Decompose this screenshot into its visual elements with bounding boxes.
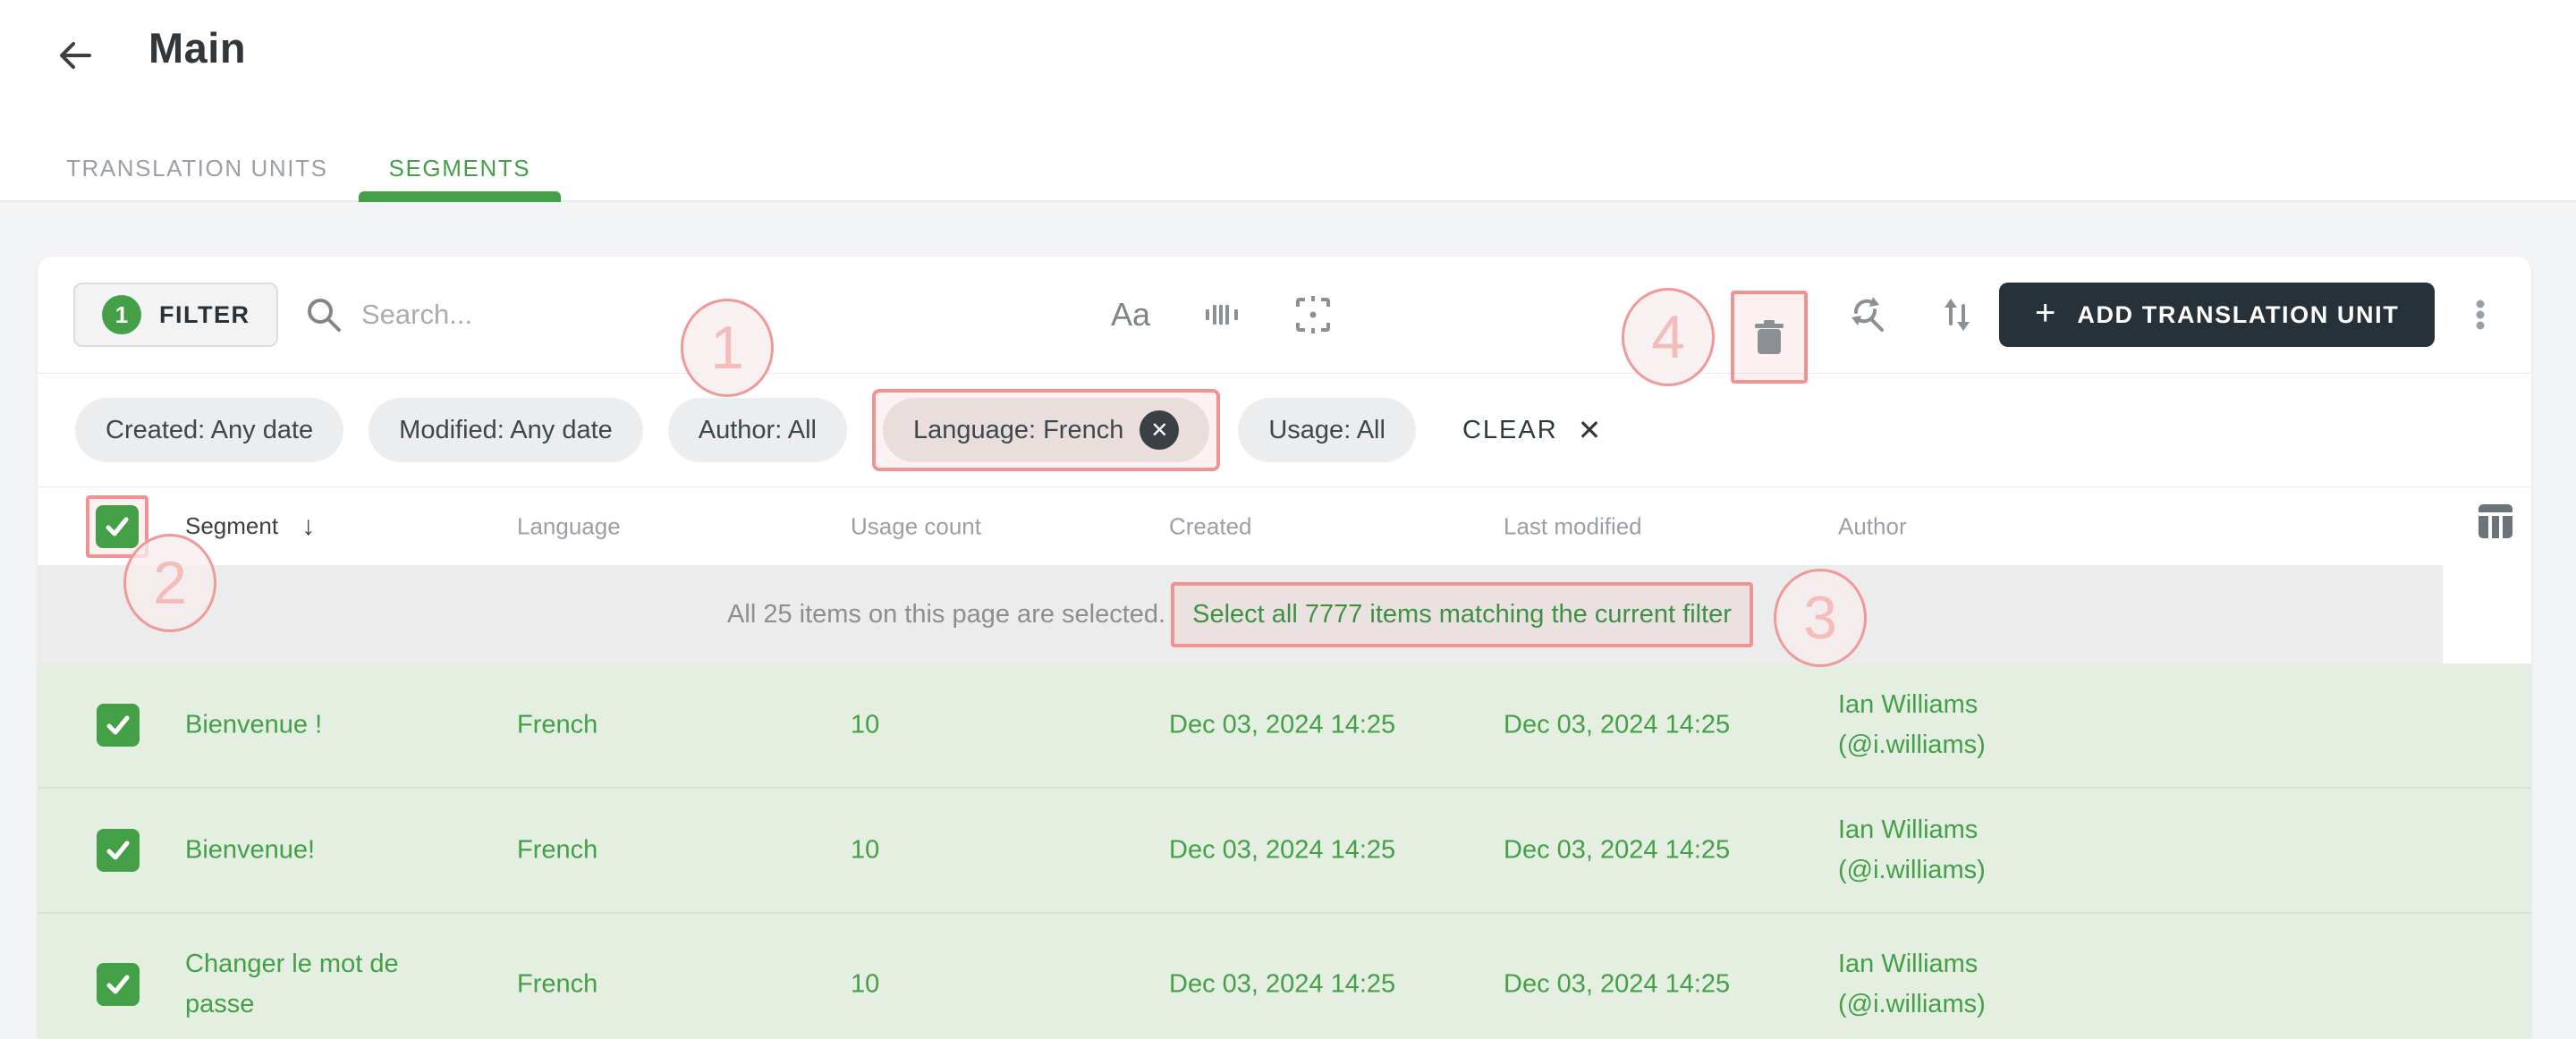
search-input[interactable]	[360, 298, 932, 332]
column-header-created[interactable]: Created	[1169, 512, 1252, 539]
match-case-button[interactable]: Aa	[1107, 291, 1154, 338]
chip-modified[interactable]: Modified: Any date	[369, 398, 643, 462]
columns-icon	[2479, 504, 2512, 538]
cell-segment: Bienvenue!	[185, 835, 316, 865]
frame-icon	[1296, 296, 1330, 334]
table-row[interactable]: Bienvenue! French 10 Dec 03, 2024 14:25 …	[38, 789, 2531, 914]
barcode-view-button[interactable]	[1199, 291, 1245, 338]
selection-banner: All 25 items on this page are selected. …	[38, 565, 2443, 663]
cell-usage-count: 10	[851, 710, 880, 739]
frame-view-button[interactable]	[1290, 291, 1336, 338]
column-header-language[interactable]: Language	[517, 512, 621, 539]
segments-card: 1 FILTER Aa	[38, 257, 2531, 1039]
check-icon	[106, 975, 130, 994]
find-replace-icon	[1852, 297, 1884, 332]
column-header-segment[interactable]: Segment ↓	[185, 511, 316, 541]
cell-last-modified: Dec 03, 2024 14:25	[1504, 969, 1731, 999]
delete-button-highlight	[1731, 291, 1808, 384]
column-header-last-modified[interactable]: Last modified	[1504, 512, 1642, 539]
row-checkbox[interactable]	[97, 963, 140, 1006]
match-case-icon: Aa	[1110, 296, 1151, 333]
delete-button[interactable]	[1746, 314, 1792, 360]
barcode-icon	[1206, 305, 1238, 325]
cell-segment: Bienvenue !	[185, 710, 323, 739]
cell-usage-count: 10	[851, 835, 880, 865]
kebab-menu-icon	[2476, 300, 2485, 330]
check-icon	[106, 715, 130, 735]
filter-button[interactable]: 1 FILTER	[73, 283, 279, 347]
cell-created: Dec 03, 2024 14:25	[1169, 969, 1396, 999]
cell-author: Ian Williams (@i.williams)	[1838, 815, 1986, 884]
view-option-icons: Aa	[1107, 257, 1336, 373]
cell-language: French	[517, 835, 598, 865]
column-settings-button[interactable]	[2472, 498, 2519, 545]
cell-last-modified: Dec 03, 2024 14:25	[1504, 710, 1731, 739]
cell-last-modified: Dec 03, 2024 14:25	[1504, 835, 1731, 865]
table-row[interactable]: Changer le mot de passe French 10 Dec 03…	[38, 914, 2531, 1039]
page-header: Main TRANSLATION UNITS SEGMENTS	[0, 0, 2576, 202]
search-box	[302, 257, 932, 373]
cell-language: French	[517, 969, 598, 999]
clear-x-icon: ✕	[1577, 414, 1604, 446]
chip-created[interactable]: Created: Any date	[75, 398, 344, 462]
tab-segments[interactable]: SEGMENTS	[358, 136, 562, 202]
row-checkbox[interactable]	[97, 704, 140, 747]
clear-filters-button[interactable]: CLEAR ✕	[1462, 414, 1604, 446]
language-chip-highlight: Language: French ✕	[871, 389, 1221, 471]
cell-usage-count: 10	[851, 969, 880, 999]
cell-author: Ian Williams (@i.williams)	[1838, 950, 1986, 1018]
selection-banner-text: All 25 items on this page are selected.	[727, 599, 1166, 629]
select-all-link-highlight: Select all 7777 items matching the curre…	[1171, 581, 1753, 647]
cell-segment: Changer le mot de passe	[185, 950, 399, 1018]
refresh-replace-button[interactable]	[1844, 291, 1891, 338]
tab-bar: TRANSLATION UNITS SEGMENTS	[36, 136, 562, 202]
add-translation-unit-button[interactable]: + ADD TRANSLATION UNIT	[1999, 283, 2436, 347]
select-all-checkbox-highlight	[86, 494, 148, 558]
table-body: Bienvenue ! French 10 Dec 03, 2024 14:25…	[38, 663, 2531, 1039]
sort-order-button[interactable]	[1934, 291, 1980, 338]
trash-icon	[1755, 320, 1784, 354]
chip-language[interactable]: Language: French ✕	[882, 398, 1210, 462]
check-icon	[106, 517, 129, 536]
row-checkbox[interactable]	[97, 829, 140, 872]
table-header: Segment ↓ Language Usage count Created L…	[38, 487, 2531, 565]
remove-language-filter-icon[interactable]: ✕	[1140, 410, 1180, 450]
search-icon	[308, 299, 341, 332]
arrow-back-icon	[60, 42, 91, 69]
filter-count-badge: 1	[102, 295, 141, 334]
column-header-usage-count[interactable]: Usage count	[851, 512, 981, 539]
column-header-author[interactable]: Author	[1838, 512, 1907, 539]
tab-translation-units[interactable]: TRANSLATION UNITS	[66, 154, 328, 182]
page-title: Main	[148, 24, 247, 72]
filter-chip-row: Created: Any date Modified: Any date Aut…	[38, 374, 2531, 487]
cell-language: French	[517, 710, 598, 739]
toolbar: 1 FILTER Aa	[38, 257, 2531, 384]
cell-created: Dec 03, 2024 14:25	[1169, 710, 1396, 739]
cell-author: Ian Williams (@i.williams)	[1838, 690, 1986, 759]
check-icon	[106, 840, 130, 860]
select-all-checkbox[interactable]	[96, 504, 139, 548]
plus-icon: +	[2035, 293, 2056, 333]
table-row[interactable]: Bienvenue ! French 10 Dec 03, 2024 14:25…	[38, 663, 2531, 789]
more-options-button[interactable]	[2457, 291, 2504, 338]
back-button[interactable]	[52, 32, 98, 79]
import-export-icon	[1945, 299, 1970, 331]
chip-usage[interactable]: Usage: All	[1238, 398, 1416, 462]
cell-created: Dec 03, 2024 14:25	[1169, 835, 1396, 865]
select-all-matching-link[interactable]: Select all 7777 items matching the curre…	[1192, 599, 1732, 629]
sort-desc-icon: ↓	[301, 511, 316, 541]
chip-author[interactable]: Author: All	[667, 398, 847, 462]
